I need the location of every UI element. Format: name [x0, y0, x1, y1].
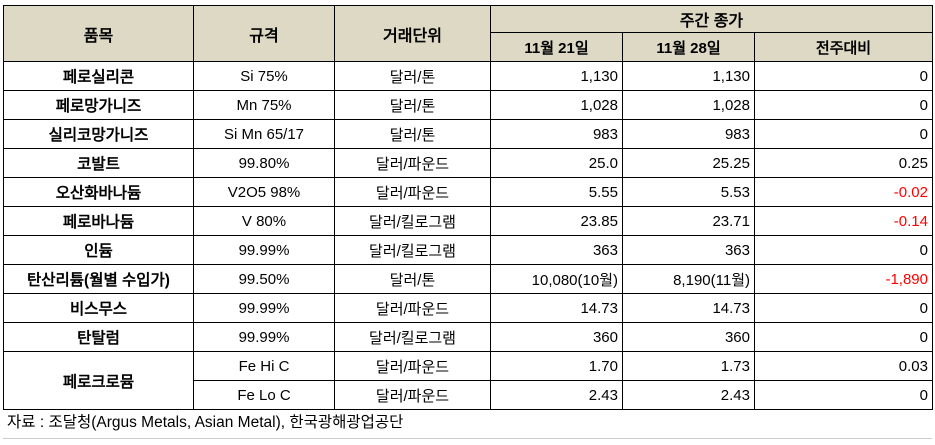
item-unit: 달러/톤	[334, 264, 491, 294]
item-name: 페로크로뮴	[3, 351, 194, 410]
header-weekly-close: 주간 종가	[490, 5, 933, 33]
price-date1: 1,130	[490, 61, 623, 91]
metal-price-table: 품목 규격 거래단위 주간 종가 11월 21일 11월 28일 전주대비 페로…	[3, 5, 933, 410]
price-date2: 1,130	[622, 61, 755, 91]
item-unit: 달러/톤	[334, 61, 491, 91]
table-row: 페로망가니즈 Mn 75% 달러/톤 1,028 1,028 0	[3, 90, 933, 120]
price-date2: 1,028	[622, 90, 755, 120]
item-unit: 달러/킬로그램	[334, 322, 491, 352]
table-row: 페로크로뮴 Fe Hi C 달러/파운드 1.70 1.73 0.03	[3, 351, 933, 410]
price-date1: 23.85	[490, 206, 623, 236]
header-item: 품목	[3, 5, 194, 62]
item-spec: 99.50%	[193, 264, 335, 294]
price-date2: 8,190(11월)	[622, 264, 755, 294]
table-row: 페로바나듐 V 80% 달러/킬로그램 23.85 23.71 -0.14	[3, 206, 933, 236]
item-spec: Mn 75%	[193, 90, 335, 120]
item-spec: 99.99%	[193, 322, 335, 352]
price-date1: 25.0	[490, 148, 623, 178]
item-name: 비스무스	[3, 293, 194, 323]
table-body: 페로실리콘 Si 75% 달러/톤 1,130 1,130 0 페로망가니즈 Mn 75% 달러…	[3, 61, 933, 410]
item-name: 인듐	[3, 235, 194, 265]
price-table-container: 품목 규격 거래단위 주간 종가 11월 21일 11월 28일 전주대비 페로…	[3, 5, 933, 410]
item-spec: V 80%	[193, 206, 335, 236]
price-change: 0	[754, 380, 933, 410]
table-row: 인듐 99.99% 달러/킬로그램 363 363 0	[3, 235, 933, 265]
price-date2: 363	[622, 235, 755, 265]
price-change: 0	[754, 119, 933, 149]
item-spec: Fe Hi C	[193, 351, 335, 381]
price-date2: 983	[622, 119, 755, 149]
item-spec: 99.80%	[193, 148, 335, 178]
price-change: 0	[754, 293, 933, 323]
header-change: 전주대비	[754, 32, 933, 62]
price-date2: 14.73	[622, 293, 755, 323]
price-date1: 983	[490, 119, 623, 149]
item-name: 페로실리콘	[3, 61, 194, 91]
item-name: 코발트	[3, 148, 194, 178]
item-name: 오산화바나듐	[3, 177, 194, 207]
header-unit: 거래단위	[334, 5, 491, 62]
item-spec: V2O5 98%	[193, 177, 335, 207]
item-name: 페로망가니즈	[3, 90, 194, 120]
table-row: Fe Lo C 달러/파운드 2.43 2.43 0	[4, 380, 933, 410]
item-spec: Fe Lo C	[193, 380, 335, 410]
price-date2: 360	[622, 322, 755, 352]
item-name: 실리코망가니즈	[3, 119, 194, 149]
price-date1: 2.43	[490, 380, 623, 410]
item-unit: 달러/킬로그램	[334, 235, 491, 265]
price-date1: 1.70	[490, 351, 623, 381]
price-date1: 360	[490, 322, 623, 352]
item-unit: 달러/톤	[334, 119, 491, 149]
item-unit: 달러/킬로그램	[334, 206, 491, 236]
price-change: 0.03	[754, 351, 933, 381]
price-date1: 10,080(10월)	[490, 264, 623, 294]
item-name: 페로바나듐	[3, 206, 194, 236]
item-spec: Si Mn 65/17	[193, 119, 335, 149]
item-spec: Si 75%	[193, 61, 335, 91]
table-row: 페로실리콘 Si 75% 달러/톤 1,130 1,130 0	[3, 61, 933, 91]
price-change: 0	[754, 322, 933, 352]
price-change: 0.25	[754, 148, 933, 178]
table-row: 탄산리튬(월별 수입가) 99.50% 달러/톤 10,080(10월) 8,190(1…	[3, 264, 933, 294]
price-change: -1,890	[754, 264, 933, 294]
table-row: 오산화바나듐 V2O5 98% 달러/파운드 5.55 5.53 -0.02	[3, 177, 933, 207]
item-unit: 달러/파운드	[334, 148, 491, 178]
price-date1: 14.73	[490, 293, 623, 323]
item-name: 탄탈럼	[3, 322, 194, 352]
item-unit: 달러/톤	[334, 90, 491, 120]
price-date2: 1.73	[622, 351, 755, 381]
price-date2: 25.25	[622, 148, 755, 178]
price-change: -0.14	[754, 206, 933, 236]
item-name: 탄산리튬(월별 수입가)	[3, 264, 194, 294]
price-change: 0	[754, 235, 933, 265]
item-unit: 달러/파운드	[334, 351, 491, 381]
price-date1: 5.55	[490, 177, 623, 207]
item-unit: 달러/파운드	[334, 293, 491, 323]
header-date2: 11월 28일	[622, 32, 755, 62]
price-change: 0	[754, 90, 933, 120]
table-row: 실리코망가니즈 Si Mn 65/17 달러/톤 983 983 0	[3, 119, 933, 149]
price-date1: 363	[490, 235, 623, 265]
item-spec: 99.99%	[193, 235, 335, 265]
price-change: -0.02	[754, 177, 933, 207]
header-date1: 11월 21일	[490, 32, 623, 62]
header-spec: 규격	[193, 5, 335, 62]
source-note: 자료 : 조달청(Argus Metals, Asian Metal), 한국광…	[3, 410, 932, 439]
price-date2: 2.43	[622, 380, 755, 410]
item-unit: 달러/파운드	[334, 380, 491, 410]
price-date2: 5.53	[622, 177, 755, 207]
table-row: 비스무스 99.99% 달러/파운드 14.73 14.73 0	[3, 293, 933, 323]
price-change: 0	[754, 61, 933, 91]
item-unit: 달러/파운드	[334, 177, 491, 207]
price-date2: 23.71	[622, 206, 755, 236]
table-row: 코발트 99.80% 달러/파운드 25.0 25.25 0.25	[3, 148, 933, 178]
table-row: 탄탈럼 99.99% 달러/킬로그램 360 360 0	[3, 322, 933, 352]
item-spec: 99.99%	[193, 293, 335, 323]
price-date1: 1,028	[490, 90, 623, 120]
